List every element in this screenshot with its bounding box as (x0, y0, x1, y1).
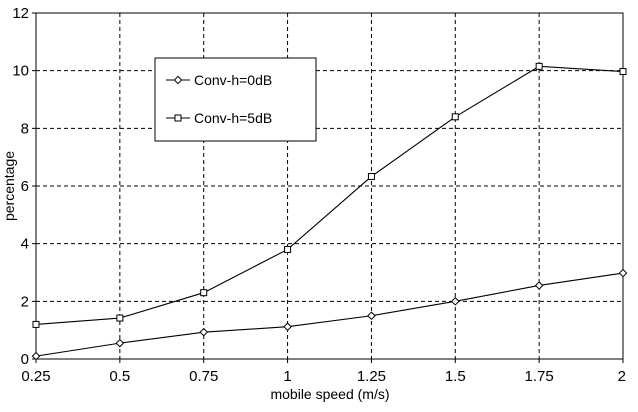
y-tick-label-4: 8 (21, 120, 29, 137)
y-tick-label-6: 12 (12, 5, 29, 22)
data-point-conv-h-0db-7 (618, 268, 628, 278)
y-tick-label-2: 4 (21, 236, 29, 253)
data-point-conv-h-5db-1 (116, 314, 124, 322)
y-tick-label-1: 2 (21, 293, 29, 310)
data-point-conv-h-0db-0 (31, 351, 41, 361)
x-tick-label-3: 1 (283, 368, 291, 385)
series-line-conv-h-5db (35, 65, 624, 325)
x-tick-label-0: 0.25 (21, 368, 50, 385)
series-conv-h-5db (32, 62, 627, 328)
legend: Conv-h=0dB Conv-h=5dB (154, 57, 317, 142)
data-point-conv-h-0db-4 (367, 311, 376, 321)
axis-ticks: 0 2 4 6 8 10 12 0.25 0.5 0.75 1 1.25 1.5 1.75 2 (12, 5, 626, 385)
x-tick-label-7: 2 (618, 368, 626, 385)
y-tick-label-5: 10 (12, 63, 29, 80)
data-point-conv-h-5db-7 (619, 68, 627, 76)
data-point-conv-h-5db-6 (535, 62, 543, 70)
data-point-conv-h-0db-2 (199, 327, 209, 337)
y-tick-label-0: 0 (21, 351, 29, 368)
y-tick-label-3: 6 (21, 178, 29, 195)
series-group (31, 62, 628, 361)
x-tick-label-4: 1.25 (357, 368, 386, 385)
legend-marker-conv-h-0db (173, 75, 183, 85)
legend-entry-conv-h-5db (166, 114, 190, 122)
data-point-conv-h-5db-4 (367, 172, 375, 180)
x-tick-label-5: 1.5 (445, 368, 466, 385)
x-tick-label-6: 1.75 (525, 368, 554, 385)
x-tick-label-2: 0.75 (189, 368, 218, 385)
data-point-conv-h-5db-3 (284, 245, 292, 253)
data-point-conv-h-0db-5 (450, 297, 460, 306)
legend-label-conv-h-0db: Conv-h=0dB (194, 72, 272, 88)
x-axis-title: mobile speed (m/s) (270, 386, 389, 402)
legend-label-conv-h-5db: Conv-h=5dB (194, 110, 272, 126)
y-axis-title: percentage (1, 151, 17, 221)
data-point-conv-h-0db-3 (283, 322, 292, 332)
x-tick-label-1: 0.5 (109, 368, 130, 385)
data-point-conv-h-5db-5 (451, 113, 459, 121)
series-conv-h-0db (31, 268, 628, 361)
series-line-conv-h-0db (35, 272, 624, 357)
data-point-conv-h-5db-0 (32, 320, 40, 328)
data-point-conv-h-0db-6 (534, 281, 544, 290)
data-point-conv-h-0db-1 (115, 338, 125, 348)
legend-marker-conv-h-5db (174, 114, 182, 122)
data-point-conv-h-5db-2 (200, 289, 208, 297)
legend-entry-conv-h-0db (166, 75, 190, 85)
legend-box (154, 57, 317, 142)
grid (36, 13, 623, 359)
